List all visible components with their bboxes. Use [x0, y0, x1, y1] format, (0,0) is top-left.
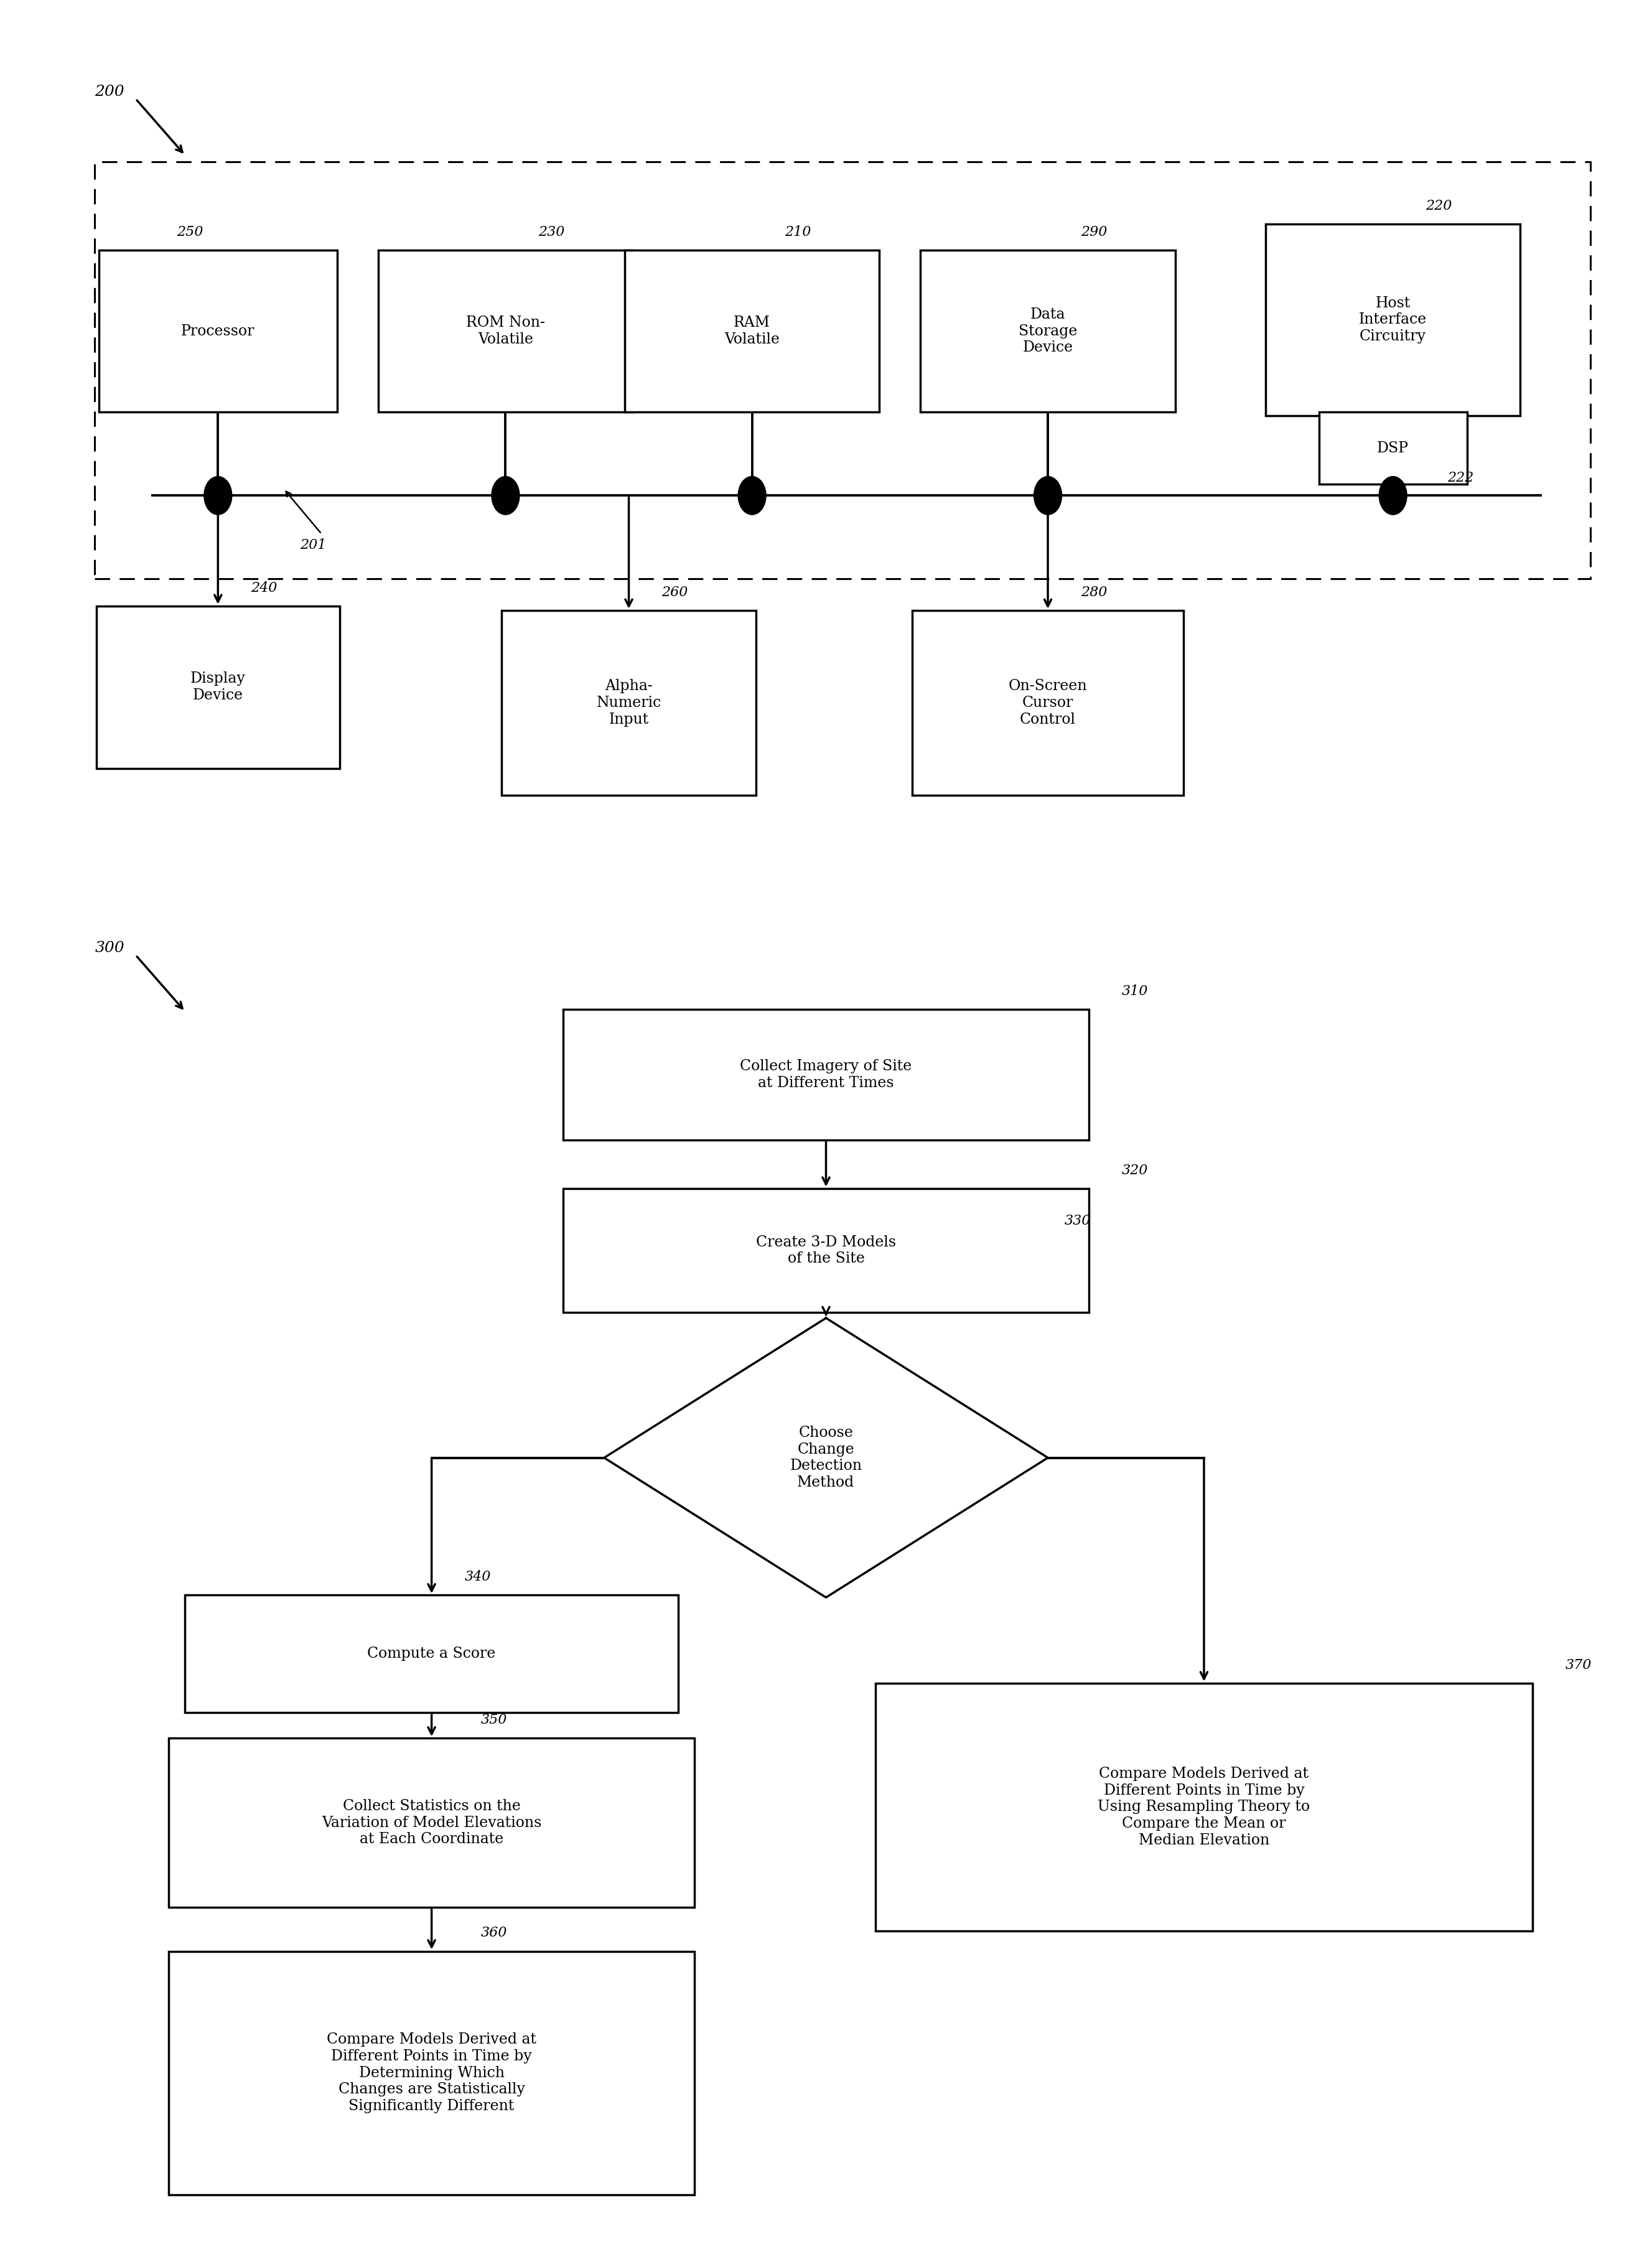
Text: ROM Non-
Volatile: ROM Non- Volatile — [466, 317, 545, 346]
Text: 280: 280 — [1080, 586, 1107, 599]
Text: Host
Interface
Circuitry: Host Interface Circuitry — [1360, 296, 1427, 344]
FancyBboxPatch shape — [378, 249, 633, 412]
FancyBboxPatch shape — [169, 1737, 694, 1907]
Text: Create 3-D Models
of the Site: Create 3-D Models of the Site — [757, 1235, 895, 1267]
Text: 370: 370 — [1566, 1658, 1593, 1672]
Circle shape — [203, 477, 231, 516]
Text: 300: 300 — [94, 941, 124, 955]
Text: Compare Models Derived at
Different Points in Time by
Using Resampling Theory to: Compare Models Derived at Different Poin… — [1099, 1767, 1310, 1848]
Text: Compute a Score: Compute a Score — [367, 1647, 496, 1660]
Text: Collect Imagery of Site
at Different Times: Collect Imagery of Site at Different Tim… — [740, 1059, 912, 1090]
Text: Alpha-
Numeric
Input: Alpha- Numeric Input — [596, 679, 661, 726]
FancyBboxPatch shape — [99, 249, 337, 412]
Text: Collect Statistics on the
Variation of Model Elevations
at Each Coordinate: Collect Statistics on the Variation of M… — [322, 1798, 542, 1846]
Text: 330: 330 — [1064, 1215, 1090, 1228]
Circle shape — [1379, 477, 1408, 516]
Text: Processor: Processor — [182, 323, 254, 339]
Text: Data
Storage
Device: Data Storage Device — [1019, 308, 1077, 355]
Text: 350: 350 — [481, 1712, 507, 1726]
Text: 200: 200 — [94, 84, 124, 100]
Text: 320: 320 — [1122, 1163, 1148, 1176]
FancyBboxPatch shape — [1265, 224, 1520, 416]
Text: Compare Models Derived at
Different Points in Time by
Determining Which
Changes : Compare Models Derived at Different Poin… — [327, 2034, 537, 2113]
Text: 340: 340 — [464, 1570, 491, 1583]
FancyBboxPatch shape — [876, 1683, 1533, 1932]
Text: 260: 260 — [662, 586, 687, 599]
Text: 290: 290 — [1080, 224, 1107, 240]
Text: 250: 250 — [177, 224, 203, 240]
FancyBboxPatch shape — [185, 1595, 677, 1712]
Polygon shape — [605, 1319, 1047, 1597]
FancyBboxPatch shape — [624, 249, 879, 412]
Circle shape — [738, 477, 767, 516]
FancyBboxPatch shape — [563, 1009, 1089, 1140]
FancyBboxPatch shape — [563, 1188, 1089, 1312]
Circle shape — [1034, 477, 1062, 516]
Text: DSP: DSP — [1378, 441, 1409, 455]
Text: 310: 310 — [1122, 984, 1148, 998]
FancyBboxPatch shape — [912, 611, 1183, 796]
FancyBboxPatch shape — [502, 611, 757, 796]
Text: 240: 240 — [251, 581, 278, 595]
Text: 222: 222 — [1447, 470, 1474, 484]
Text: 360: 360 — [481, 1927, 507, 1941]
Text: Choose
Change
Detection
Method: Choose Change Detection Method — [790, 1425, 862, 1491]
Text: On-Screen
Cursor
Control: On-Screen Cursor Control — [1008, 679, 1087, 726]
Text: 220: 220 — [1426, 199, 1452, 213]
Text: RAM
Volatile: RAM Volatile — [724, 317, 780, 346]
FancyBboxPatch shape — [169, 1952, 694, 2194]
FancyBboxPatch shape — [1318, 412, 1467, 484]
FancyBboxPatch shape — [920, 249, 1175, 412]
Text: 201: 201 — [301, 538, 327, 552]
Text: Display
Device: Display Device — [190, 672, 246, 703]
Text: 230: 230 — [539, 224, 565, 240]
Circle shape — [492, 477, 519, 516]
Text: 210: 210 — [785, 224, 811, 240]
FancyBboxPatch shape — [96, 606, 340, 769]
